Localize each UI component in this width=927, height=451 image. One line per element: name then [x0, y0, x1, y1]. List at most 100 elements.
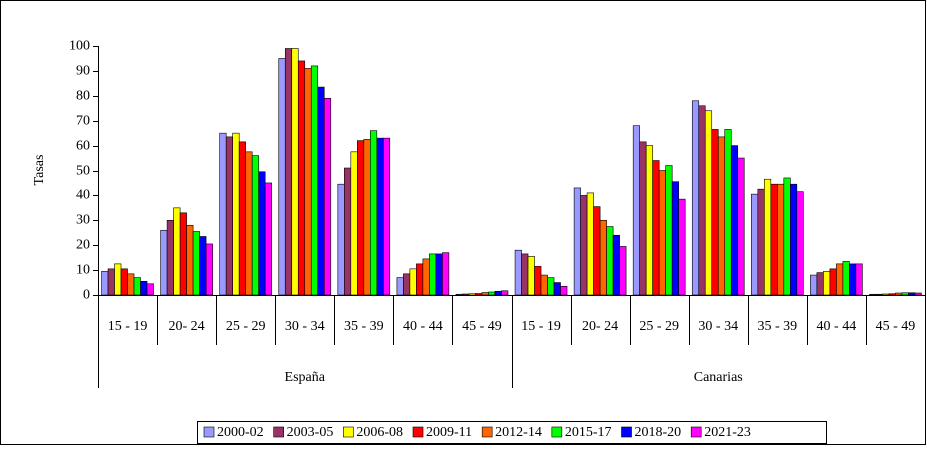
legend-swatch: [621, 426, 632, 438]
x-tick-label: 15 - 19: [521, 319, 561, 334]
bar: [501, 290, 509, 296]
bar: [219, 132, 227, 296]
bar: [914, 292, 922, 296]
x-tick-label: 45 - 49: [876, 319, 916, 334]
bar: [192, 231, 200, 296]
bar: [310, 65, 319, 296]
y-tick-label: 80: [76, 89, 90, 104]
x-tick-label: 20- 24: [169, 319, 205, 334]
bar: [606, 226, 614, 296]
x-tick-label: 40 - 44: [817, 319, 857, 334]
bar: [770, 183, 778, 296]
legend-label: 2021-23: [704, 425, 751, 440]
bar: [264, 182, 272, 296]
bar: [829, 268, 837, 296]
bar: [462, 293, 470, 296]
bar: [205, 243, 213, 296]
bar: [586, 192, 594, 296]
bar: [442, 252, 450, 296]
bar: [888, 293, 896, 296]
bar: [166, 220, 174, 296]
bar: [632, 125, 640, 296]
y-tick-label: 40: [76, 188, 90, 203]
bar: [678, 198, 686, 296]
bar: [140, 281, 148, 296]
bar: [232, 132, 240, 296]
x-tick-label: 35 - 39: [757, 319, 797, 334]
bar: [455, 293, 463, 296]
x-tick-label: 20- 24: [582, 319, 618, 334]
bar: [737, 157, 745, 296]
bar: [160, 229, 168, 296]
group-label: España: [285, 370, 326, 385]
bar: [337, 183, 345, 296]
bar: [350, 151, 358, 296]
bar: [764, 178, 772, 296]
legend-swatch: [551, 426, 563, 438]
bar: [199, 236, 207, 296]
bar: [376, 137, 384, 296]
bar: [488, 291, 496, 296]
bar: [908, 292, 916, 296]
bar: [238, 141, 246, 296]
legend-label: 2000-02: [217, 425, 264, 440]
bar: [665, 165, 673, 296]
bar: [751, 193, 759, 296]
bar: [258, 171, 266, 296]
x-tick-label: 30 - 34: [698, 319, 738, 334]
bar: [698, 105, 706, 296]
bar: [317, 86, 325, 296]
bar: [730, 145, 739, 296]
bar: [304, 68, 312, 296]
y-tick-label: 30: [76, 213, 90, 228]
bar: [882, 293, 890, 296]
bar: [849, 263, 857, 296]
bar: [691, 100, 700, 296]
x-tick-label: 25 - 29: [639, 319, 679, 334]
bar: [245, 151, 253, 296]
bar: [875, 293, 883, 296]
bar: [284, 48, 293, 296]
legend-label: 2009-11: [426, 425, 472, 440]
bar: [901, 292, 909, 296]
bar: [855, 263, 863, 296]
legend-swatch: [273, 426, 284, 438]
legend-label: 2006-08: [356, 425, 403, 440]
legend-frame: [197, 421, 827, 444]
bar: [704, 110, 713, 296]
bar: [711, 129, 719, 296]
bar: [717, 136, 726, 296]
bar: [757, 188, 765, 296]
bar: [225, 136, 233, 296]
bar: [671, 181, 679, 296]
bar: [481, 292, 489, 296]
bar: [409, 268, 417, 296]
legend-label: 2015-17: [565, 425, 612, 440]
bar: [179, 212, 187, 296]
bar: [842, 261, 850, 296]
bar: [107, 268, 115, 296]
bar: [468, 293, 476, 296]
bar: [823, 271, 831, 296]
bar: [396, 277, 404, 296]
bar: [514, 249, 522, 296]
bar: [869, 293, 877, 296]
legend-swatch: [412, 426, 424, 438]
bar: [534, 266, 542, 296]
y-tick-label: 20: [76, 238, 90, 253]
bar: [580, 195, 588, 296]
bar: [540, 274, 548, 296]
bar: [777, 183, 785, 296]
bar: [429, 253, 437, 296]
legend-swatch: [690, 426, 702, 438]
bar: [370, 130, 378, 296]
bar: [127, 273, 135, 296]
legend-swatch: [203, 426, 215, 438]
bar: [357, 140, 365, 296]
bar: [619, 246, 627, 296]
bar: [383, 137, 391, 296]
bar: [323, 97, 332, 296]
y-tick-label: 10: [76, 263, 90, 278]
bar: [724, 129, 732, 296]
